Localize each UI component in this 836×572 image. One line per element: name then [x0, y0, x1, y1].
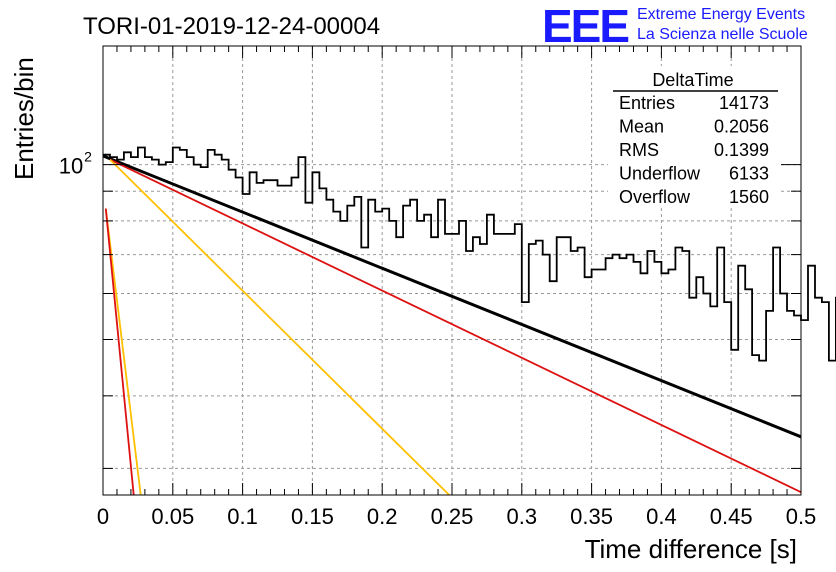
stats-label: Entries [619, 93, 675, 113]
x-tick-label: 0.4 [646, 504, 677, 529]
x-tick-label: 0.05 [151, 504, 194, 529]
fit-line [104, 208, 135, 496]
y-axis-label: Entries/bin [9, 57, 39, 180]
x-tick-label: 0.5 [786, 504, 817, 529]
brand-line-1: Extreme Energy Events [637, 6, 805, 23]
stats-label: Underflow [619, 164, 701, 184]
stats-label: RMS [619, 140, 659, 160]
fit-lines [102, 154, 802, 496]
fit-line [109, 158, 802, 494]
y-tick-label: 10 [59, 154, 83, 179]
stats-value: 6133 [729, 164, 769, 184]
stats-value: 0.2056 [714, 117, 769, 137]
stats-value: 1560 [729, 187, 769, 207]
x-tick-label: 0.3 [507, 504, 538, 529]
chart-title: TORI-01-2019-12-24-00004 [83, 13, 380, 40]
fit-line [104, 208, 142, 496]
x-tick-label: 0 [97, 504, 109, 529]
x-tick-label: 0.25 [431, 504, 474, 529]
eee-logo: EEE [542, 0, 628, 52]
x-tick-label: 0.1 [227, 504, 258, 529]
x-tick-label: 0.45 [710, 504, 753, 529]
x-tick-label: 0.35 [570, 504, 613, 529]
x-tick-label: 0.15 [291, 504, 334, 529]
x-tick-label: 0.2 [367, 504, 398, 529]
brand-line-2: La Scienza nelle Scuole [637, 26, 808, 43]
stats-box: DeltaTime Entries 14173 Mean 0.2056 RMS 0.139… [608, 66, 780, 208]
fit-line [102, 154, 802, 439]
x-axis-label: Time difference [s] [585, 534, 797, 564]
stats-value: 0.1399 [714, 140, 769, 160]
stats-value: 14173 [719, 93, 769, 113]
stats-label: Mean [619, 117, 664, 137]
histogram-outline [103, 146, 836, 362]
stats-box-title: DeltaTime [652, 70, 733, 90]
stats-rows: Entries 14173 Mean 0.2056 RMS 0.1399 Underflow… [619, 93, 769, 207]
histogram [103, 146, 836, 362]
y-tick-exponent: 2 [84, 149, 92, 165]
axis-ticks: 0 0.05 0.1 0.15 0.2 0.25 0.3 0.35 0.4 0.45 0.5 10 2 [59, 46, 817, 529]
fit-line [109, 158, 450, 496]
grid-lines [103, 46, 801, 495]
stats-label: Overflow [619, 187, 691, 207]
